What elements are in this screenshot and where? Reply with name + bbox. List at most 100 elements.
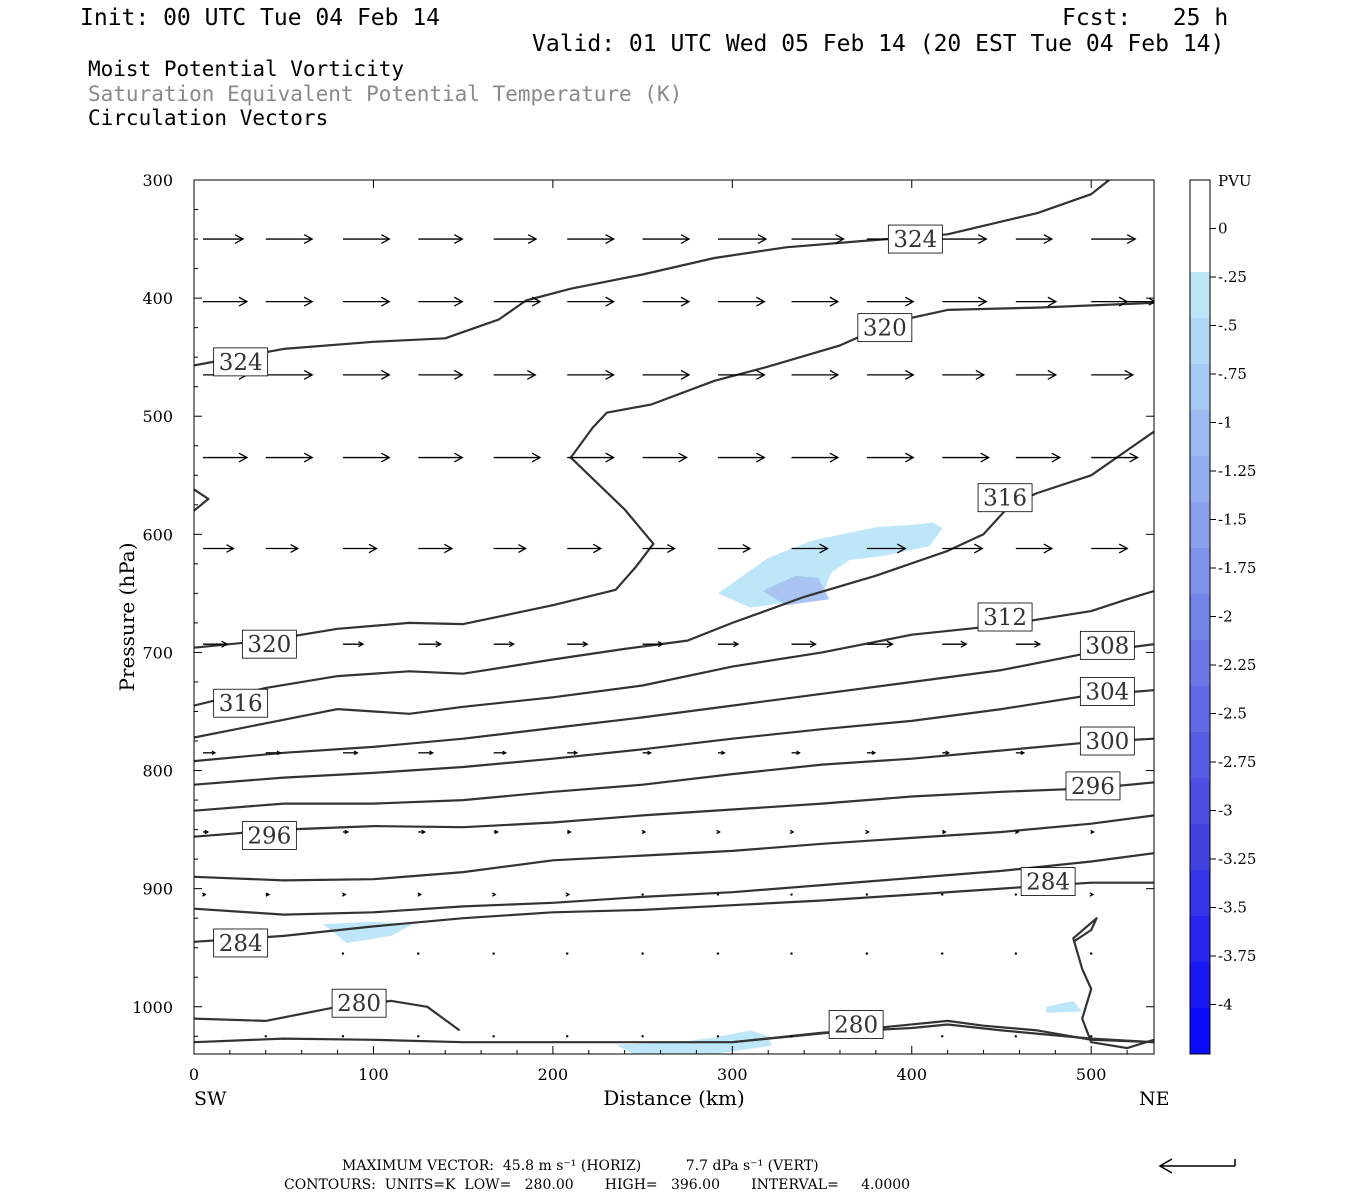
- vector-head: [1014, 829, 1020, 835]
- wind-vector: [942, 234, 988, 245]
- colorbar-swatch: [1190, 870, 1210, 917]
- contour-label: 324: [213, 347, 269, 377]
- contour-label-box: [1079, 630, 1135, 660]
- wind-vector: [493, 234, 538, 245]
- contour-label-box: [1079, 726, 1135, 756]
- wind-vector: [641, 829, 647, 835]
- colorbar-swatch: [1190, 962, 1210, 1009]
- contour-label: 300: [1079, 726, 1135, 756]
- forecast-hour: Fcst: 25 h: [1062, 5, 1229, 31]
- wind-vector: [342, 641, 365, 648]
- colorbar-label: -1.5: [1218, 511, 1247, 529]
- contour-label-text: 284: [1026, 870, 1070, 896]
- contour-label: 296: [1065, 771, 1121, 801]
- colorbar-swatch: [1190, 364, 1210, 411]
- vector-dot: [641, 893, 644, 896]
- wind-vector: [1091, 369, 1135, 380]
- circulation-vectors: [202, 234, 1175, 1038]
- vector-head: [1043, 543, 1054, 554]
- wind-vector: [418, 543, 454, 554]
- contour-label: 320: [857, 313, 913, 343]
- contour-label: 320: [241, 629, 297, 659]
- contour-label-text: 308: [1085, 633, 1129, 659]
- vector-head: [531, 296, 542, 307]
- wind-vector: [716, 829, 721, 835]
- wind-vector: [265, 452, 314, 463]
- vector-head: [303, 234, 314, 245]
- contour-label-text: 324: [219, 350, 263, 376]
- wind-vector: [791, 234, 845, 245]
- vector-head: [435, 640, 443, 648]
- vector-head: [1170, 546, 1175, 551]
- wind-vector: [790, 893, 793, 896]
- wind-vector: [418, 296, 464, 307]
- wind-vector: [265, 369, 314, 380]
- wind-vector: [342, 892, 347, 897]
- contour-label: 280: [828, 1010, 884, 1039]
- colorbar-label: -.25: [1218, 268, 1247, 286]
- vector-dot: [417, 1035, 420, 1038]
- field-title-vectors: Circulation Vectors: [88, 106, 329, 130]
- vector-head: [526, 369, 537, 380]
- colorbar-swatch: [1190, 594, 1210, 641]
- x-axis-label: Distance (km): [603, 1086, 745, 1110]
- vector-dot: [716, 893, 720, 896]
- contour-line: [194, 689, 1154, 786]
- vector-dot: [941, 952, 944, 955]
- contour-line: [194, 180, 1110, 367]
- vector-head: [904, 369, 915, 380]
- wind-vector: [418, 829, 427, 835]
- colorbar-swatch: [1190, 778, 1210, 825]
- x-tick-label: 200: [538, 1065, 569, 1084]
- wind-vector: [566, 1035, 569, 1038]
- wind-vector: [202, 452, 249, 463]
- colorbar-swatch: [1190, 548, 1210, 595]
- colorbar-label: 0: [1218, 220, 1228, 238]
- colorbar-label: -2.75: [1218, 753, 1256, 771]
- wind-vector: [342, 750, 359, 756]
- vector-head: [303, 296, 314, 307]
- wind-vector: [1091, 234, 1137, 245]
- wind-vector: [202, 829, 210, 835]
- x-tick-label: 500: [1076, 1065, 1107, 1084]
- wind-vector: [202, 640, 229, 648]
- contour-label-box: [213, 928, 269, 958]
- colorbar-label: -2.25: [1218, 656, 1256, 674]
- vector-head: [721, 750, 726, 756]
- vector-head: [381, 452, 391, 463]
- pv-region: [323, 921, 413, 943]
- wind-vector: [1091, 543, 1129, 554]
- vector-head: [605, 369, 615, 380]
- vector-head: [975, 369, 986, 380]
- vector-head: [973, 543, 984, 554]
- y-tick-label: 1000: [132, 998, 173, 1017]
- wind-vector: [1014, 829, 1020, 835]
- colorbar-swatch: [1190, 410, 1210, 457]
- wind-vector: [491, 892, 497, 897]
- contour-label-text: 280: [337, 991, 381, 1017]
- vector-head: [886, 640, 894, 648]
- colorbar-swatch: [1190, 640, 1210, 687]
- vector-head: [1047, 296, 1058, 307]
- wind-vector: [865, 829, 870, 835]
- vector-head: [234, 234, 245, 245]
- colorbar-swatch: [1190, 686, 1210, 733]
- wind-vector: [1089, 952, 1093, 955]
- vector-dot: [865, 893, 869, 896]
- colorbar-swatch: [1190, 272, 1210, 319]
- y-tick-label: 700: [142, 643, 173, 662]
- vector-dot: [641, 1035, 644, 1038]
- vector-head: [381, 296, 391, 307]
- y-tick-label: 500: [142, 407, 173, 426]
- colorbar-swatch: [1190, 732, 1210, 779]
- vector-head: [453, 296, 464, 307]
- vector-head: [494, 829, 500, 835]
- vector-head: [809, 640, 817, 648]
- y-tick-label: 900: [142, 880, 173, 899]
- vector-head: [592, 543, 603, 554]
- wind-vector: [202, 296, 249, 307]
- wind-vector: [716, 952, 720, 955]
- vector-head: [796, 750, 801, 756]
- contour-label-text: 320: [863, 316, 907, 342]
